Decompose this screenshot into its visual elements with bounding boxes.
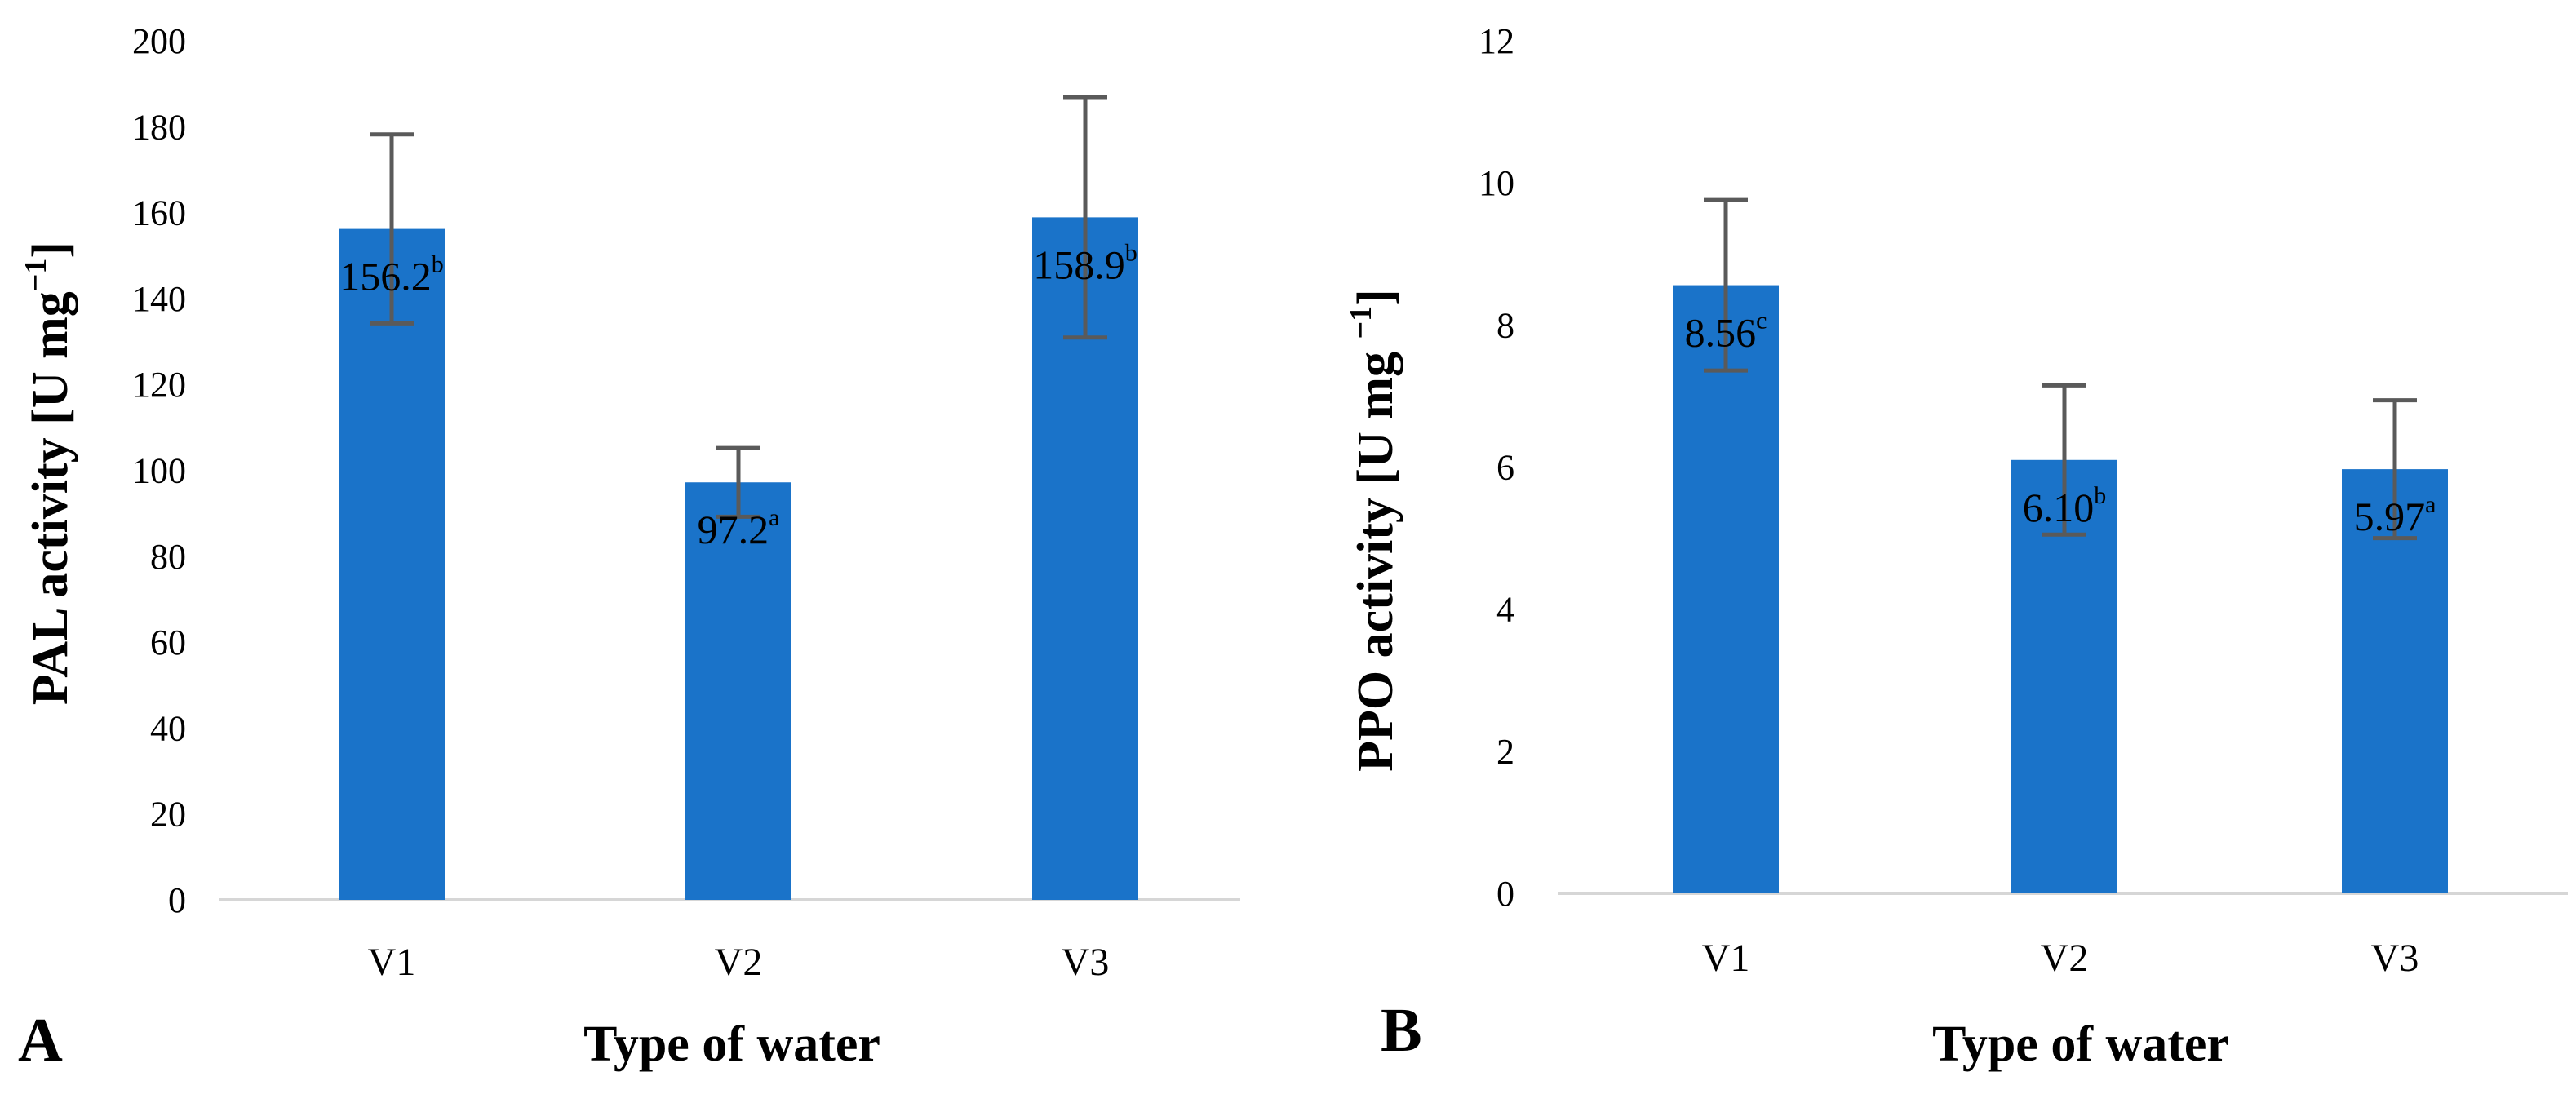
y-tick-label: 60: [150, 622, 186, 662]
data-label-v3: 5.97a: [2354, 491, 2436, 539]
panel-label: B: [1381, 996, 1422, 1065]
y-axis-title-superscript: −1: [1344, 306, 1378, 339]
chart-panel-b: 0 2 4 6 8 10 12 8.56c V1 6.10b V2 5.97a V3 Type of wa…: [1344, 21, 2568, 1072]
bar-v1: [339, 228, 445, 900]
x-category-label: V2: [715, 941, 763, 984]
error-bar-v3: [2373, 398, 2417, 541]
x-axis-title: Type of water: [1932, 1017, 2229, 1072]
error-bar-v1: [1704, 197, 1748, 373]
x-category-label: V2: [2041, 937, 2089, 980]
error-bar-v2: [716, 445, 760, 519]
y-axis-title-close: ]: [23, 241, 78, 259]
data-label-v2: 97.2a: [698, 504, 780, 552]
data-label-value: 156.2: [339, 254, 432, 299]
x-category-label: V3: [2371, 937, 2419, 980]
y-axis-title-superscript: −1: [19, 259, 53, 292]
y-tick-label: 8: [1496, 305, 1514, 345]
y-tick-label: 12: [1479, 21, 1514, 61]
y-tick-label: 100: [132, 451, 186, 491]
y-tick-label: 4: [1496, 590, 1514, 630]
data-label-value: 5.97: [2354, 494, 2426, 539]
data-label-v1: 8.56c: [1685, 308, 1767, 356]
y-tick-label: 80: [150, 537, 186, 577]
y-tick-label: 10: [1479, 163, 1514, 203]
y-tick-label: 2: [1496, 732, 1514, 772]
y-tick-label: 200: [132, 21, 186, 61]
y-tick-label: 20: [150, 795, 186, 835]
data-label-v2: 6.10b: [2023, 482, 2107, 530]
panel-label: A: [18, 1006, 63, 1074]
error-bar-v3: [1063, 95, 1107, 340]
bar-v2: [685, 482, 791, 900]
y-tick-label: 140: [132, 279, 186, 319]
y-tick-label: 6: [1496, 448, 1514, 488]
y-axis-title-main: PPO activity [U mg: [1348, 339, 1403, 772]
y-tick-label: 0: [168, 880, 186, 920]
x-category-label: V1: [1702, 937, 1750, 980]
data-label-superscript: b: [432, 251, 444, 278]
data-label-value: 6.10: [2023, 485, 2095, 530]
y-tick-label: 120: [132, 365, 186, 405]
data-label-v1: 156.2b: [339, 251, 444, 299]
y-tick-label: 0: [1496, 874, 1514, 914]
data-label-superscript: a: [769, 504, 779, 531]
data-label-value: 158.9: [1033, 241, 1125, 287]
x-category-label: V1: [368, 941, 416, 984]
y-tick-label: 40: [150, 708, 186, 748]
data-label-v3: 158.9b: [1033, 239, 1137, 287]
data-label-superscript: a: [2425, 491, 2436, 518]
x-axis-title: Type of water: [583, 1017, 880, 1072]
error-bar-v2: [2042, 383, 2086, 537]
y-axis-title: PPO activity [U mg −1]: [1344, 289, 1403, 772]
y-axis-title-close: ]: [1348, 289, 1403, 306]
y-tick-label: 160: [132, 193, 186, 233]
x-category-label: V3: [1062, 941, 1110, 984]
y-axis-title-main: PAL activity [U mg: [23, 291, 78, 705]
y-axis-title: PAL activity [U mg−1]: [19, 241, 78, 705]
error-bar-v1: [370, 132, 414, 326]
chart-panel-a: 020406080100120140160180200156.2bV197.2a…: [18, 21, 1240, 1074]
data-label-value: 8.56: [1685, 310, 1757, 356]
data-label-superscript: c: [1756, 308, 1767, 334]
bar-v1: [1673, 285, 1779, 894]
y-tick-label: 180: [132, 107, 186, 147]
data-label-value: 97.2: [698, 507, 769, 552]
data-label-superscript: b: [2094, 482, 2106, 509]
data-label-superscript: b: [1125, 239, 1137, 266]
